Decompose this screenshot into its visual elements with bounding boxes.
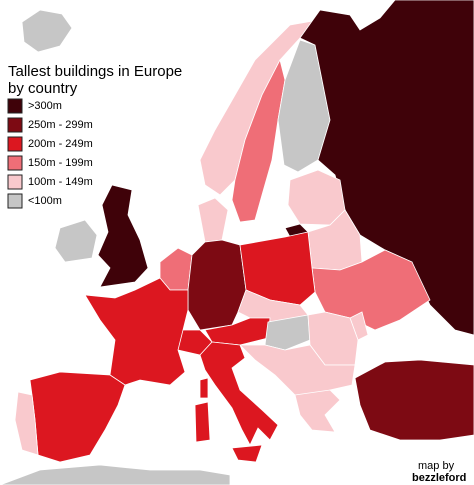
north-africa — [0, 464, 231, 485]
baltics — [287, 169, 346, 226]
spain — [29, 371, 126, 463]
legend: Tallest buildings in Europe by country >… — [7, 63, 182, 209]
legend-label: 200m - 249m — [28, 138, 93, 150]
legend-swatch — [7, 193, 23, 209]
legend-swatch — [7, 117, 23, 133]
corsica — [199, 377, 209, 399]
legend-swatch — [7, 174, 23, 190]
legend-swatch — [7, 98, 23, 114]
denmark — [197, 197, 229, 243]
legend-swatch — [7, 155, 23, 171]
sweden — [231, 58, 286, 223]
legend-label: >300m — [28, 100, 62, 112]
legend-label: <100m — [28, 195, 62, 207]
italy — [199, 341, 279, 446]
greece — [294, 389, 341, 433]
sardinia — [194, 401, 211, 443]
credit: map by — [418, 460, 455, 472]
iceland — [21, 9, 73, 53]
legend-label: 250m - 299m — [28, 119, 93, 131]
map-title: by country — [8, 80, 78, 97]
ukraine — [311, 249, 431, 331]
legend-swatch — [7, 136, 23, 152]
ireland — [54, 219, 98, 263]
hungary — [264, 314, 311, 351]
balkans — [239, 344, 356, 401]
turkey — [354, 359, 474, 441]
credit: bezzleford — [412, 472, 466, 484]
map-title: Tallest buildings in Europe — [8, 63, 182, 80]
portugal — [14, 391, 39, 456]
sicily — [231, 444, 263, 463]
legend-label: 100m - 149m — [28, 176, 93, 188]
uk — [97, 184, 149, 288]
germany — [187, 239, 247, 331]
france — [84, 277, 189, 386]
legend-label: 150m - 199m — [28, 157, 93, 169]
